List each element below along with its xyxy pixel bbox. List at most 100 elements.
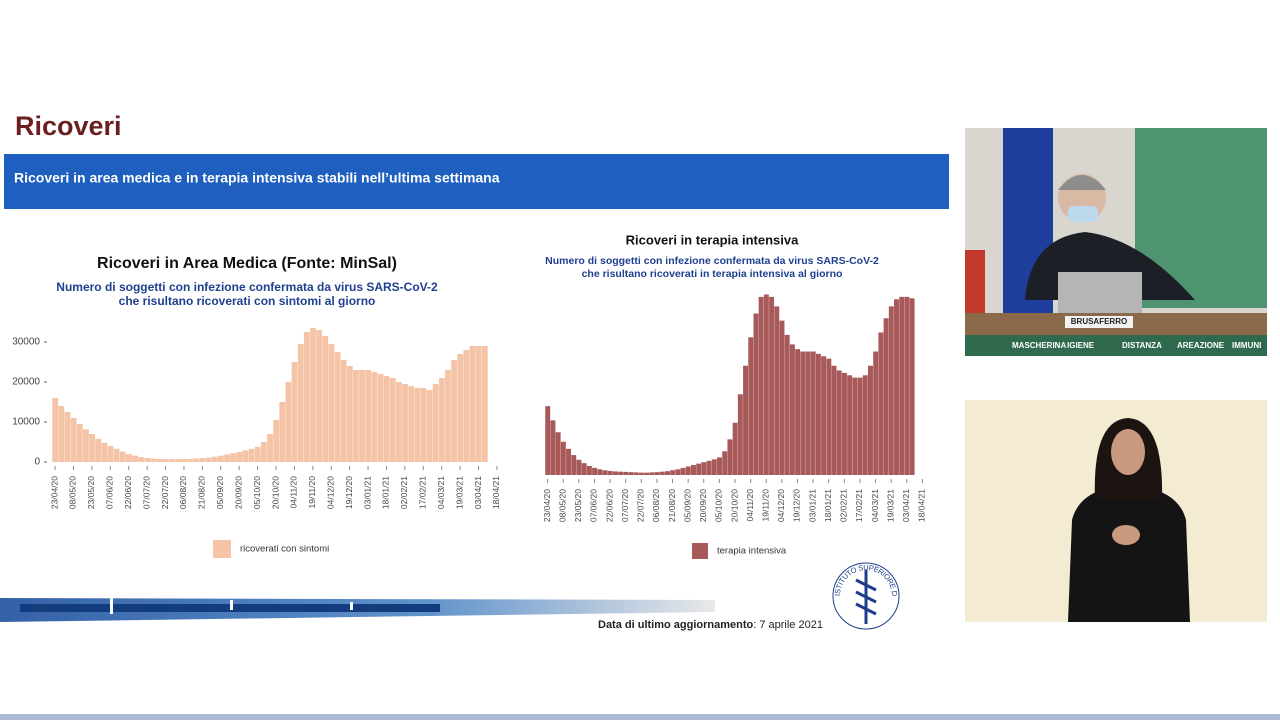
- speaker-video: BRUSAFERRO: [965, 128, 1267, 356]
- bar: [89, 434, 95, 462]
- bar: [581, 463, 587, 475]
- x-tick-label: 04/03/21: [436, 476, 446, 509]
- bar: [748, 337, 754, 475]
- bar: [586, 465, 592, 475]
- bar: [701, 462, 707, 475]
- x-tick-label: 20/10/20: [729, 489, 739, 522]
- bar: [670, 470, 676, 475]
- bar: [426, 390, 433, 462]
- bar: [205, 457, 212, 462]
- x-tick-label: 07/06/20: [105, 476, 115, 509]
- bar: [638, 472, 644, 475]
- bar: [236, 452, 243, 462]
- bar: [193, 458, 200, 462]
- bar: [675, 469, 681, 475]
- bar: [691, 465, 696, 475]
- bar: [162, 459, 169, 462]
- bar: [64, 412, 71, 462]
- bar: [753, 313, 759, 475]
- bar: [618, 471, 624, 475]
- bar: [377, 374, 384, 462]
- strip-item: MASCHERINA: [1012, 341, 1066, 350]
- bar: [836, 370, 842, 475]
- x-tick-label: 21/08/20: [667, 489, 677, 522]
- bar: [70, 418, 77, 462]
- bar: [101, 442, 108, 462]
- x-tick-label: 19/11/20: [307, 476, 317, 509]
- x-tick-label: 22/06/20: [123, 476, 133, 509]
- x-tick-label: 04/12/20: [325, 476, 335, 509]
- bar: [571, 455, 577, 475]
- bar: [857, 377, 863, 475]
- video-strip: MASCHERINA IGIENE DISTANZA AREAZIONE IMMUNI: [1012, 341, 1261, 350]
- bar: [107, 446, 114, 462]
- chart: Ricoveri in terapia intensiva Numero di s…: [542, 232, 927, 559]
- bar: [774, 306, 780, 475]
- bar: [371, 372, 378, 462]
- bar: [706, 460, 712, 475]
- x-tick-label: 19/12/20: [792, 489, 802, 522]
- bar: [316, 330, 323, 462]
- bar: [841, 372, 847, 475]
- x-tick-label: 23/04/20: [49, 476, 59, 509]
- x-tick-label: 04/11/20: [289, 476, 299, 509]
- bar: [602, 470, 608, 475]
- legend-label: terapia intensiva: [717, 546, 787, 557]
- bar: [402, 384, 408, 462]
- footer-date: : 7 aprile 2021: [753, 619, 823, 631]
- bar: [680, 467, 686, 475]
- bar: [285, 382, 292, 462]
- x-tick-label: 04/12/20: [776, 489, 786, 522]
- bar: [82, 429, 89, 462]
- chart-title: Ricoveri in Area Medica (Fonte: MinSal): [97, 255, 397, 272]
- bar: [291, 362, 298, 462]
- x-tick-label: 19/03/21: [454, 476, 464, 509]
- bar: [847, 375, 853, 475]
- bar: [664, 471, 670, 475]
- x-tick-label: 17/02/21: [418, 476, 428, 509]
- legend-label: ricoverati con sintomi: [240, 544, 329, 555]
- bar: [303, 332, 310, 462]
- bar: [628, 472, 634, 475]
- bar: [826, 358, 832, 475]
- slide-title: Ricoveri: [15, 111, 122, 141]
- chart: Ricoveri in Area Medica (Fonte: MinSal) N…: [12, 255, 501, 558]
- x-tick-label: 19/11/20: [760, 489, 770, 522]
- bar: [758, 296, 764, 475]
- bar: [623, 471, 629, 475]
- bar: [737, 394, 743, 475]
- bar: [52, 398, 59, 462]
- strip-item: IGIENE: [1067, 341, 1095, 350]
- bar: [696, 463, 702, 475]
- strip-item: IMMUNI: [1232, 341, 1261, 350]
- legend-swatch: [213, 540, 231, 558]
- bar: [457, 354, 464, 462]
- x-tick-label: 22/07/20: [160, 476, 170, 509]
- bar: [597, 469, 603, 475]
- bar: [365, 370, 372, 462]
- strip-item: DISTANZA: [1122, 341, 1162, 350]
- bar: [199, 458, 206, 462]
- x-tick-label: 06/08/20: [651, 489, 661, 522]
- bar: [389, 378, 396, 462]
- bar: [353, 370, 359, 462]
- banner-text: Ricoveri in area medica e in terapia int…: [14, 170, 500, 186]
- bar: [242, 450, 249, 462]
- bar: [463, 350, 470, 462]
- bar: [862, 375, 868, 475]
- x-tick-label: 03/01/21: [807, 489, 817, 522]
- bar: [769, 296, 775, 475]
- bar: [831, 365, 837, 475]
- bar: [779, 320, 785, 475]
- bar: [445, 370, 451, 462]
- x-tick-label: 02/02/21: [839, 489, 849, 522]
- bar: [659, 471, 665, 475]
- chart-subtitle: Numero di soggetti con infezione conferm…: [56, 280, 438, 294]
- y-tick-label: 20000: [12, 377, 40, 388]
- bar: [743, 365, 749, 475]
- x-tick-label: 23/04/20: [542, 489, 552, 522]
- footer-label: Data di ultimo aggiornamento: [598, 619, 754, 631]
- y-tick-label: 10000: [12, 417, 40, 428]
- x-tick-label: 19/03/21: [885, 489, 895, 522]
- bar: [113, 448, 120, 462]
